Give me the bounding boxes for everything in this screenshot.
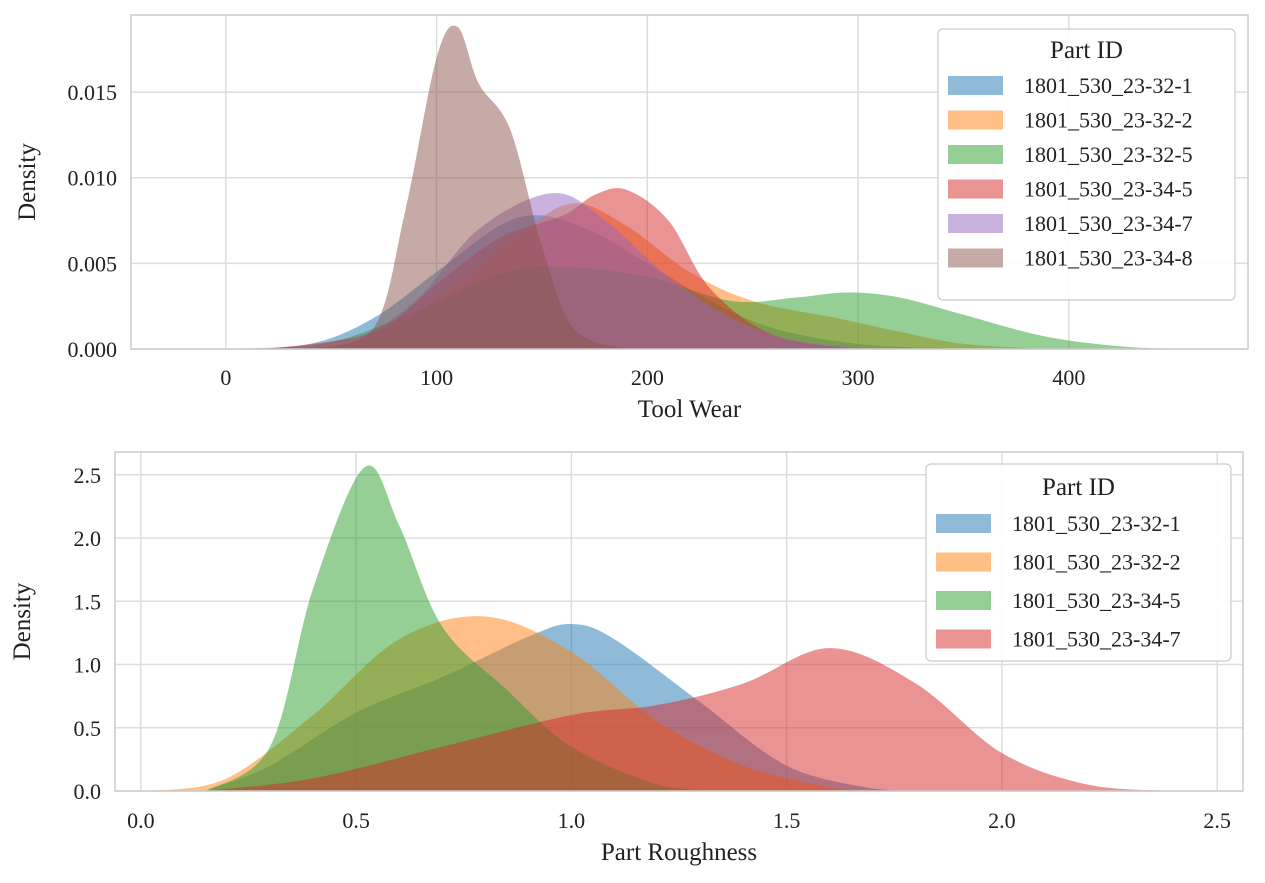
y-tick-label: 0.5 — [74, 716, 102, 741]
density-areas — [225, 25, 1196, 349]
x-tick-label: 1.0 — [558, 808, 586, 833]
legend-swatch — [948, 145, 1003, 164]
legend-entry: 1801_530_23-32-2 — [1024, 108, 1193, 133]
y-tick-label: 0.015 — [68, 80, 118, 105]
density-area-1801_530_23-34-5 — [205, 465, 723, 791]
legend-swatch — [948, 76, 1003, 95]
x-tick-label: 2.0 — [988, 808, 1016, 833]
legend-entry: 1801_530_23-34-5 — [1024, 177, 1193, 202]
legend-entry: 1801_530_23-32-2 — [1012, 550, 1181, 575]
x-tick-label: 0.5 — [342, 808, 370, 833]
y-tick-label: 2.0 — [74, 526, 102, 551]
density-area-1801_530_23-34-7 — [205, 648, 1175, 791]
y-axis-label: Density — [9, 582, 36, 660]
x-tick-label: 100 — [420, 365, 453, 390]
y-tick-label: 2.5 — [74, 463, 102, 488]
legend-swatch — [948, 248, 1003, 268]
legend-box — [937, 28, 1236, 301]
tool-wear-density-chart: 0 100 200 300 400 0.000 0.005 0.010 0.015 Tool We… — [14, 14, 1249, 423]
x-tick-label: 2.5 — [1203, 808, 1231, 833]
y-tick-label: 0.010 — [68, 166, 118, 191]
plot-frame — [114, 451, 1244, 792]
y-tick-label: 0.005 — [68, 251, 118, 276]
legend-entry: 1801_530_23-34-5 — [1012, 588, 1181, 613]
y-axis-label: Density — [14, 143, 41, 221]
y-tick-label: 1.0 — [74, 653, 102, 678]
legend-title: Part ID — [1042, 474, 1115, 501]
legend: Part ID 1801_530_23-32-1 1801_530_23-32-2 1… — [925, 463, 1232, 662]
x-tick-label: 0 — [220, 365, 231, 390]
legend-entry: 1801_530_23-34-7 — [1024, 211, 1193, 236]
x-tick-label: 0.0 — [127, 808, 155, 833]
x-axis-label: Tool Wear — [638, 396, 742, 423]
legend-swatch — [936, 591, 991, 610]
legend-swatch — [936, 514, 991, 533]
legend-swatch — [936, 629, 991, 649]
legend: Part ID 1801_530_23-32-1 1801_530_23-32-2 1… — [937, 28, 1236, 301]
x-axis-label: Part Roughness — [601, 839, 757, 866]
part-roughness-density-chart: 0.0 0.5 1.0 1.5 2.0 2.5 0.0 0.5 1.0 1.5 2.0 2.5 Part… — [9, 451, 1244, 866]
legend-entry: 1801_530_23-32-1 — [1012, 511, 1181, 536]
x-tick-label: 400 — [1052, 365, 1085, 390]
legend-entry: 1801_530_23-34-8 — [1024, 246, 1193, 271]
legend-entry: 1801_530_23-32-5 — [1024, 142, 1193, 167]
y-tick-label: 1.5 — [74, 589, 102, 614]
density-areas — [153, 465, 1175, 791]
legend-swatch — [948, 214, 1003, 233]
y-tick-label: 0.000 — [68, 337, 118, 362]
y-tick-label: 0.0 — [74, 779, 102, 804]
legend-entry: 1801_530_23-32-1 — [1024, 73, 1193, 98]
legend-swatch — [948, 179, 1003, 199]
x-tick-label: 300 — [842, 365, 875, 390]
legend-title: Part ID — [1050, 37, 1123, 64]
density-area-1801_530_23-34-8 — [310, 25, 627, 349]
plot-frame — [130, 14, 1249, 350]
legend-swatch — [936, 552, 991, 572]
legend-entry: 1801_530_23-34-7 — [1012, 627, 1181, 652]
legend-box — [925, 463, 1232, 662]
legend-swatch — [948, 110, 1003, 130]
x-tick-label: 200 — [631, 365, 664, 390]
x-tick-label: 1.5 — [773, 808, 801, 833]
